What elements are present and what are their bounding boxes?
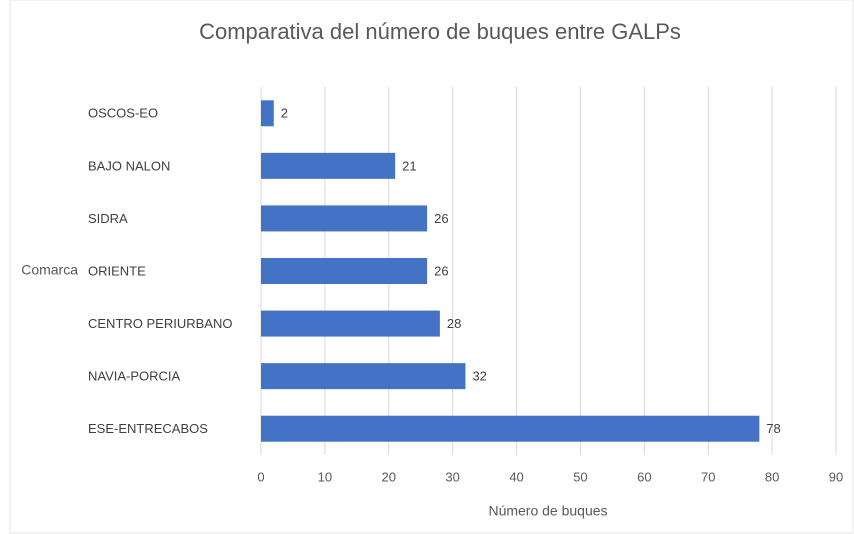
bar — [261, 100, 274, 127]
x-tick-label: 30 — [445, 469, 459, 484]
bar — [261, 310, 440, 337]
data-label: 2 — [281, 106, 288, 121]
x-tick-label: 90 — [829, 469, 843, 484]
chart-border — [9, 0, 854, 534]
y-tick-label: BAJO NALON — [88, 158, 170, 173]
chart-title: Comparativa del número de buques entre G… — [199, 19, 681, 44]
x-tick-label: 80 — [765, 469, 779, 484]
x-tick-label: 50 — [573, 469, 587, 484]
data-label: 32 — [472, 369, 486, 384]
bar — [261, 363, 466, 390]
data-label: 26 — [434, 211, 448, 226]
y-tick-label: ORIENTE — [88, 263, 146, 278]
y-tick-label: CENTRO PERIURBANO — [88, 316, 232, 331]
y-axis-title: Comarca — [21, 262, 78, 278]
x-tick-label: 60 — [637, 469, 651, 484]
bar — [261, 152, 396, 179]
x-axis-title: Número de buques — [488, 503, 607, 519]
data-label: 26 — [434, 263, 448, 278]
x-tick-label: 20 — [382, 469, 396, 484]
y-tick-label: NAVIA-PORCIA — [88, 369, 181, 384]
data-label: 28 — [447, 316, 461, 331]
data-label: 21 — [402, 158, 416, 173]
x-tick-label: 40 — [509, 469, 523, 484]
y-tick-label: OSCOS-EO — [88, 106, 158, 121]
x-tick-label: 0 — [257, 469, 264, 484]
y-tick-label: ESE-ENTRECABOS — [88, 421, 208, 436]
y-tick-label: SIDRA — [88, 211, 128, 226]
bar — [261, 205, 428, 232]
x-tick-label: 70 — [701, 469, 715, 484]
bar — [261, 415, 760, 442]
data-label: 78 — [766, 421, 780, 436]
bar — [261, 258, 428, 284]
x-tick-label: 10 — [318, 469, 332, 484]
